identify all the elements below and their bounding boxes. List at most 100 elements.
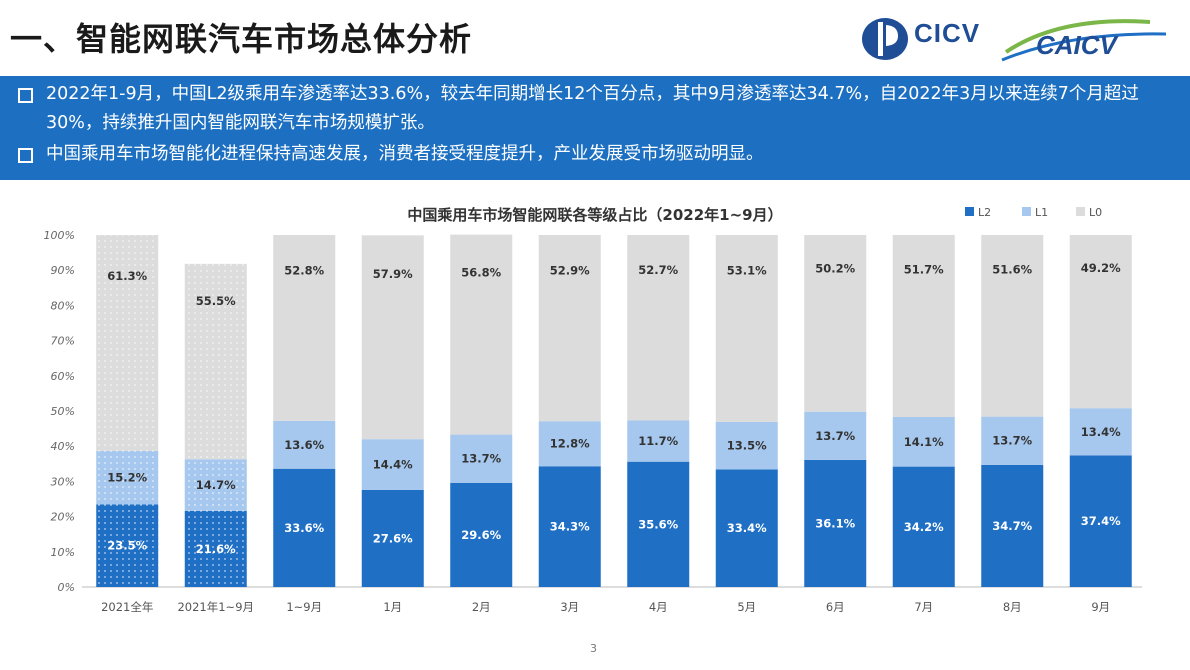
bar-L0 (184, 263, 247, 460)
caicv-logo-icon: CAICV (1001, 19, 1167, 62)
x-tick-label: 3月 (560, 600, 579, 614)
bar-L2 (96, 504, 159, 587)
bar-L1 (96, 450, 159, 505)
bar-L1 (892, 416, 955, 467)
data-label-L2: 37.4% (1081, 514, 1121, 528)
bar-L2 (892, 466, 955, 587)
data-label-L0: 55.5% (196, 294, 236, 308)
bar-L2 (273, 468, 336, 587)
bar-L1 (361, 439, 424, 490)
bar-L1 (450, 434, 513, 483)
x-tick-label: 2021年1~9月 (177, 600, 254, 614)
data-label-L1: 13.6% (284, 438, 324, 452)
bar-L2 (627, 461, 690, 587)
data-label-L2: 33.6% (284, 521, 324, 535)
chart-title: 中国乘用车市场智能网联各等级占比（2022年1~9月） (407, 206, 782, 224)
bar-L1 (627, 420, 690, 462)
data-label-L0: 57.9% (373, 267, 413, 281)
legend-label-L0: L0 (1089, 206, 1102, 219)
y-tick-label: 90% (51, 264, 75, 277)
data-label-L1: 13.7% (815, 429, 855, 443)
data-label-L2: 34.2% (904, 520, 944, 534)
data-label-L0: 51.6% (992, 263, 1032, 277)
x-tick-label: 9月 (1091, 600, 1110, 614)
checkbox-bullet-icon (18, 148, 33, 163)
data-label-L2: 21.6% (196, 542, 236, 556)
cicv-logo-icon (862, 18, 908, 60)
data-label-L1: 13.7% (461, 452, 501, 466)
bar-L2 (538, 466, 601, 587)
bar-L1 (184, 459, 247, 511)
y-tick-label: 80% (51, 299, 75, 312)
bar-L0 (1069, 235, 1132, 409)
bar-L2 (184, 510, 247, 587)
bar-L1 (804, 411, 867, 460)
y-tick-label: 70% (51, 335, 75, 348)
bar-L0 (96, 235, 159, 451)
legend-swatch-L1 (1022, 207, 1031, 216)
bar-L2 (715, 469, 778, 587)
bar-L2 (804, 459, 867, 587)
data-label-L1: 12.8% (550, 437, 590, 451)
x-tick-label: 1月 (383, 600, 402, 614)
x-tick-label: 7月 (914, 600, 933, 614)
bar-L0 (538, 235, 601, 422)
x-tick-label: 4月 (649, 600, 668, 614)
data-label-L2: 29.6% (461, 528, 501, 542)
data-label-L1: 14.1% (904, 435, 944, 449)
y-tick-label: 30% (51, 475, 75, 488)
page-title: 一、智能网联汽车市场总体分析 (10, 20, 473, 58)
y-tick-label: 20% (51, 511, 75, 524)
legend-label-L1: L1 (1035, 206, 1048, 219)
bar-L1 (273, 420, 336, 469)
bar-L1 (981, 416, 1044, 465)
bar-L0 (981, 235, 1044, 417)
y-tick-label: 10% (51, 546, 75, 559)
summary-banner: 2022年1-9月，中国L2级乘用车渗透率达33.6%，较去年同期增长12个百分… (0, 76, 1190, 180)
bar-L2 (450, 482, 513, 587)
data-label-L1: 14.7% (196, 478, 236, 492)
data-label-L0: 52.7% (638, 263, 678, 277)
caicv-logo-lettering: CAICV (1036, 30, 1120, 60)
cicv-logo-text: CICV (914, 18, 981, 48)
legend-label-L2: L2 (978, 206, 991, 219)
bar-L0 (361, 235, 424, 440)
data-label-L2: 27.6% (373, 531, 413, 545)
bar-L0 (715, 235, 778, 422)
y-tick-label: 100% (44, 229, 75, 242)
data-label-L1: 13.4% (1081, 425, 1121, 439)
data-label-L0: 52.9% (550, 263, 590, 277)
y-tick-label: 50% (51, 405, 75, 418)
data-label-L2: 36.1% (815, 516, 855, 530)
bar-L1 (1069, 408, 1132, 456)
y-tick-label: 40% (51, 440, 75, 453)
bar-L1 (715, 421, 778, 470)
data-label-L0: 51.7% (904, 263, 944, 277)
bar-L0 (627, 235, 690, 421)
data-label-L0: 52.8% (284, 263, 324, 277)
data-label-L0: 53.1% (727, 264, 767, 278)
data-label-L1: 13.7% (992, 434, 1032, 448)
bar-L1 (538, 421, 601, 467)
legend-swatch-L0 (1076, 207, 1085, 216)
data-label-L2: 23.5% (107, 539, 147, 553)
data-label-L1: 14.4% (373, 458, 413, 472)
bar-L0 (804, 235, 867, 412)
y-tick-label: 0% (58, 581, 75, 594)
legend-swatch-L2 (965, 207, 974, 216)
x-tick-label: 6月 (826, 600, 845, 614)
x-tick-label: 8月 (1003, 600, 1022, 614)
data-label-L1: 13.5% (727, 439, 767, 453)
bar-L0 (450, 234, 513, 435)
data-label-L0: 61.3% (107, 269, 147, 283)
bar-L0 (892, 235, 955, 417)
data-label-L2: 35.6% (638, 517, 678, 531)
page-number: 3 (590, 642, 597, 655)
data-label-L1: 11.7% (638, 434, 678, 448)
data-label-L0: 50.2% (815, 262, 855, 276)
y-tick-label: 60% (51, 370, 75, 383)
bar-L2 (981, 464, 1044, 587)
data-label-L0: 49.2% (1081, 261, 1121, 275)
banner-bullet-2-text: 中国乘用车市场智能化进程保持高速发展，消费者接受程度提升，产业发展受市场驱动明显… (46, 144, 764, 164)
bar-L0 (273, 235, 336, 421)
